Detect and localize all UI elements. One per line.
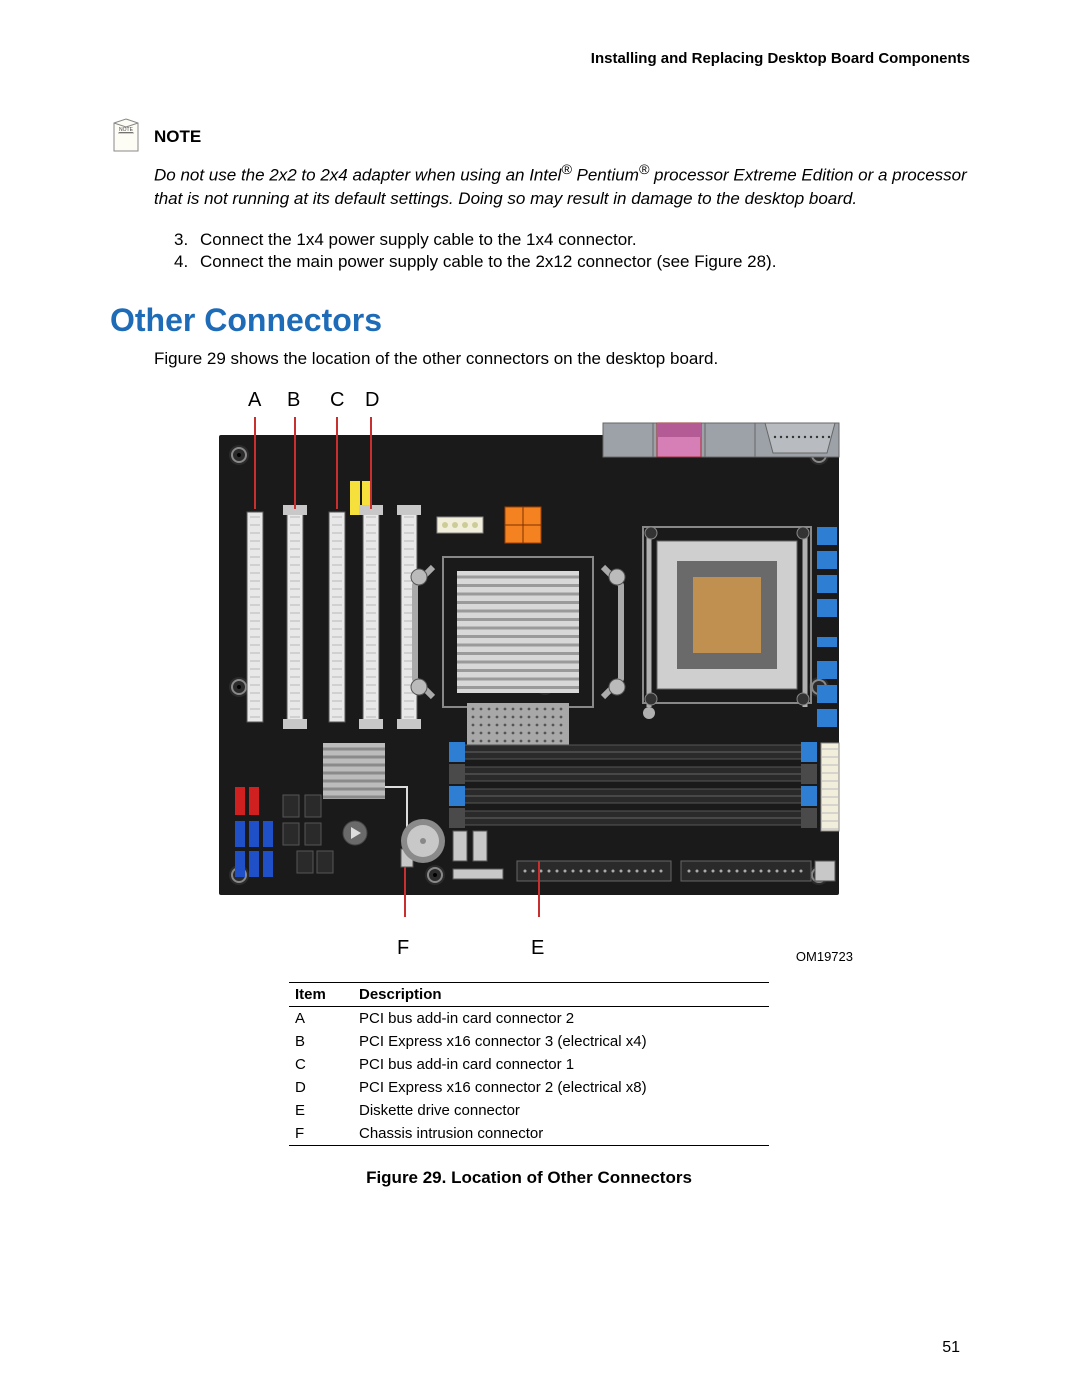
connector-table: Item Description APCI bus add-in card co… xyxy=(289,982,769,1146)
table-row: APCI bus add-in card connector 2 xyxy=(289,1007,769,1030)
table-row: BPCI Express x16 connector 3 (electrical… xyxy=(289,1030,769,1053)
note-icon: NOTE xyxy=(110,117,142,153)
svg-text:NOTE: NOTE xyxy=(119,127,134,133)
step-item: 3.Connect the 1x4 power supply cable to … xyxy=(174,229,970,252)
figure-label-D: D xyxy=(365,389,379,412)
th-desc: Description xyxy=(359,986,763,1003)
section-intro: Figure 29 shows the location of the othe… xyxy=(154,349,970,369)
note-heading: NOTE xyxy=(154,127,201,147)
motherboard-diagram xyxy=(205,417,853,917)
step-item: 4.Connect the main power supply cable to… xyxy=(174,251,970,274)
figure-label-C: C xyxy=(330,389,344,412)
figure-label-B: B xyxy=(287,389,300,412)
figure-label-E: E xyxy=(531,937,544,960)
table-header: Item Description xyxy=(289,983,769,1007)
figure-labels-bottom: FE xyxy=(205,917,853,967)
table-row: CPCI bus add-in card connector 1 xyxy=(289,1053,769,1076)
figure: ABCD FE OM19723 Item Description APCI bu… xyxy=(205,389,853,1188)
table-row: EDiskette drive connector xyxy=(289,1099,769,1122)
steps-list: 3.Connect the 1x4 power supply cable to … xyxy=(174,229,970,275)
section-heading: Other Connectors xyxy=(110,302,970,339)
figure-label-A: A xyxy=(248,389,261,412)
note-body: Do not use the 2x2 to 2x4 adapter when u… xyxy=(154,161,970,211)
table-row: DPCI Express x16 connector 2 (electrical… xyxy=(289,1076,769,1099)
table-row: FChassis intrusion connector xyxy=(289,1122,769,1145)
th-item: Item xyxy=(295,986,359,1003)
page-header: Installing and Replacing Desktop Board C… xyxy=(110,50,970,67)
figure-label-F: F xyxy=(397,937,409,960)
note-block: NOTE NOTE xyxy=(110,117,970,153)
figure-labels-top: A B CD xyxy=(205,389,853,417)
page-number: 51 xyxy=(942,1339,960,1357)
figure-caption: Figure 29. Location of Other Connectors xyxy=(205,1168,853,1188)
